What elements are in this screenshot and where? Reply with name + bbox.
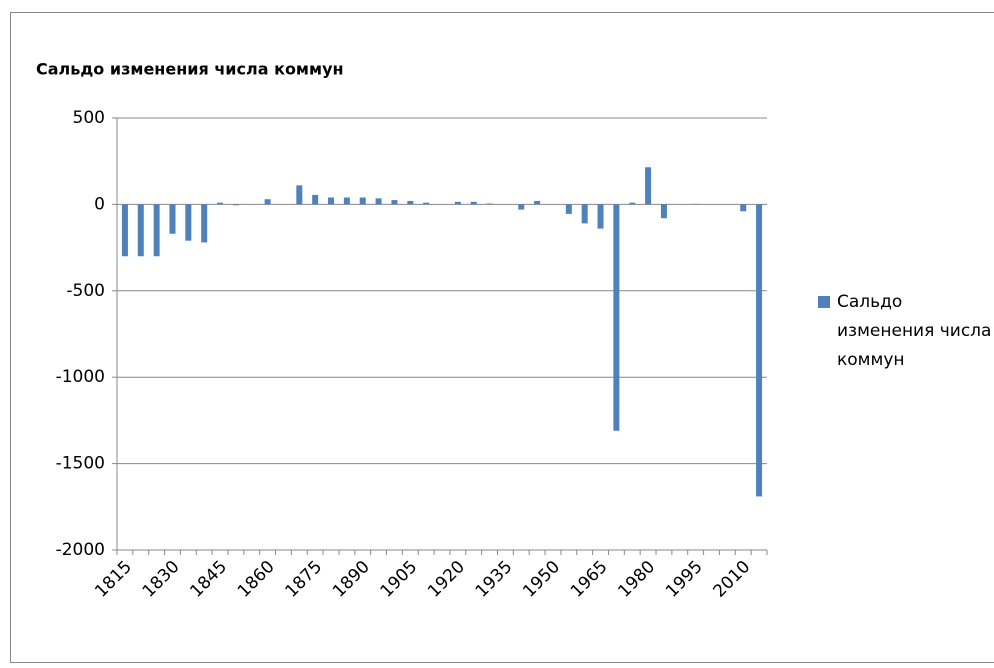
bar [121, 204, 128, 257]
legend-swatch [818, 296, 830, 308]
y-tick-label: -2000 [56, 540, 105, 560]
chart-border [10, 12, 994, 663]
y-tick-label: -1000 [56, 367, 105, 387]
bar [565, 204, 572, 214]
bar [423, 202, 430, 205]
bar [581, 204, 588, 224]
bar [296, 185, 303, 205]
bar [217, 202, 224, 205]
bar [486, 203, 493, 205]
bar [169, 204, 176, 234]
bar [645, 167, 652, 205]
bar [232, 204, 239, 206]
y-tick-label: -1500 [56, 454, 105, 474]
bar [534, 200, 541, 205]
bar [692, 203, 699, 205]
bar [137, 204, 144, 257]
bar [264, 199, 271, 205]
legend-label: Сальдо изменения числа коммун [837, 292, 992, 370]
bar [407, 200, 414, 205]
chart-title: Сальдо изменения числа коммун [36, 60, 344, 79]
bar [740, 204, 747, 212]
bar [470, 201, 477, 205]
bar [518, 204, 525, 210]
bar [613, 204, 620, 431]
bar [343, 197, 350, 205]
bar [328, 197, 335, 205]
bar [756, 204, 763, 497]
bar [153, 204, 160, 257]
bar [312, 194, 319, 205]
y-tick-label: 500 [73, 108, 105, 128]
bar [359, 197, 366, 205]
bar [391, 200, 398, 205]
y-tick-label: 0 [94, 194, 105, 214]
bar [660, 204, 667, 219]
y-tick-label: -500 [66, 281, 105, 301]
bar [375, 198, 382, 205]
bar [454, 201, 461, 205]
bar [629, 202, 636, 205]
bar [201, 204, 208, 243]
bar [597, 204, 604, 229]
bar [185, 204, 192, 241]
